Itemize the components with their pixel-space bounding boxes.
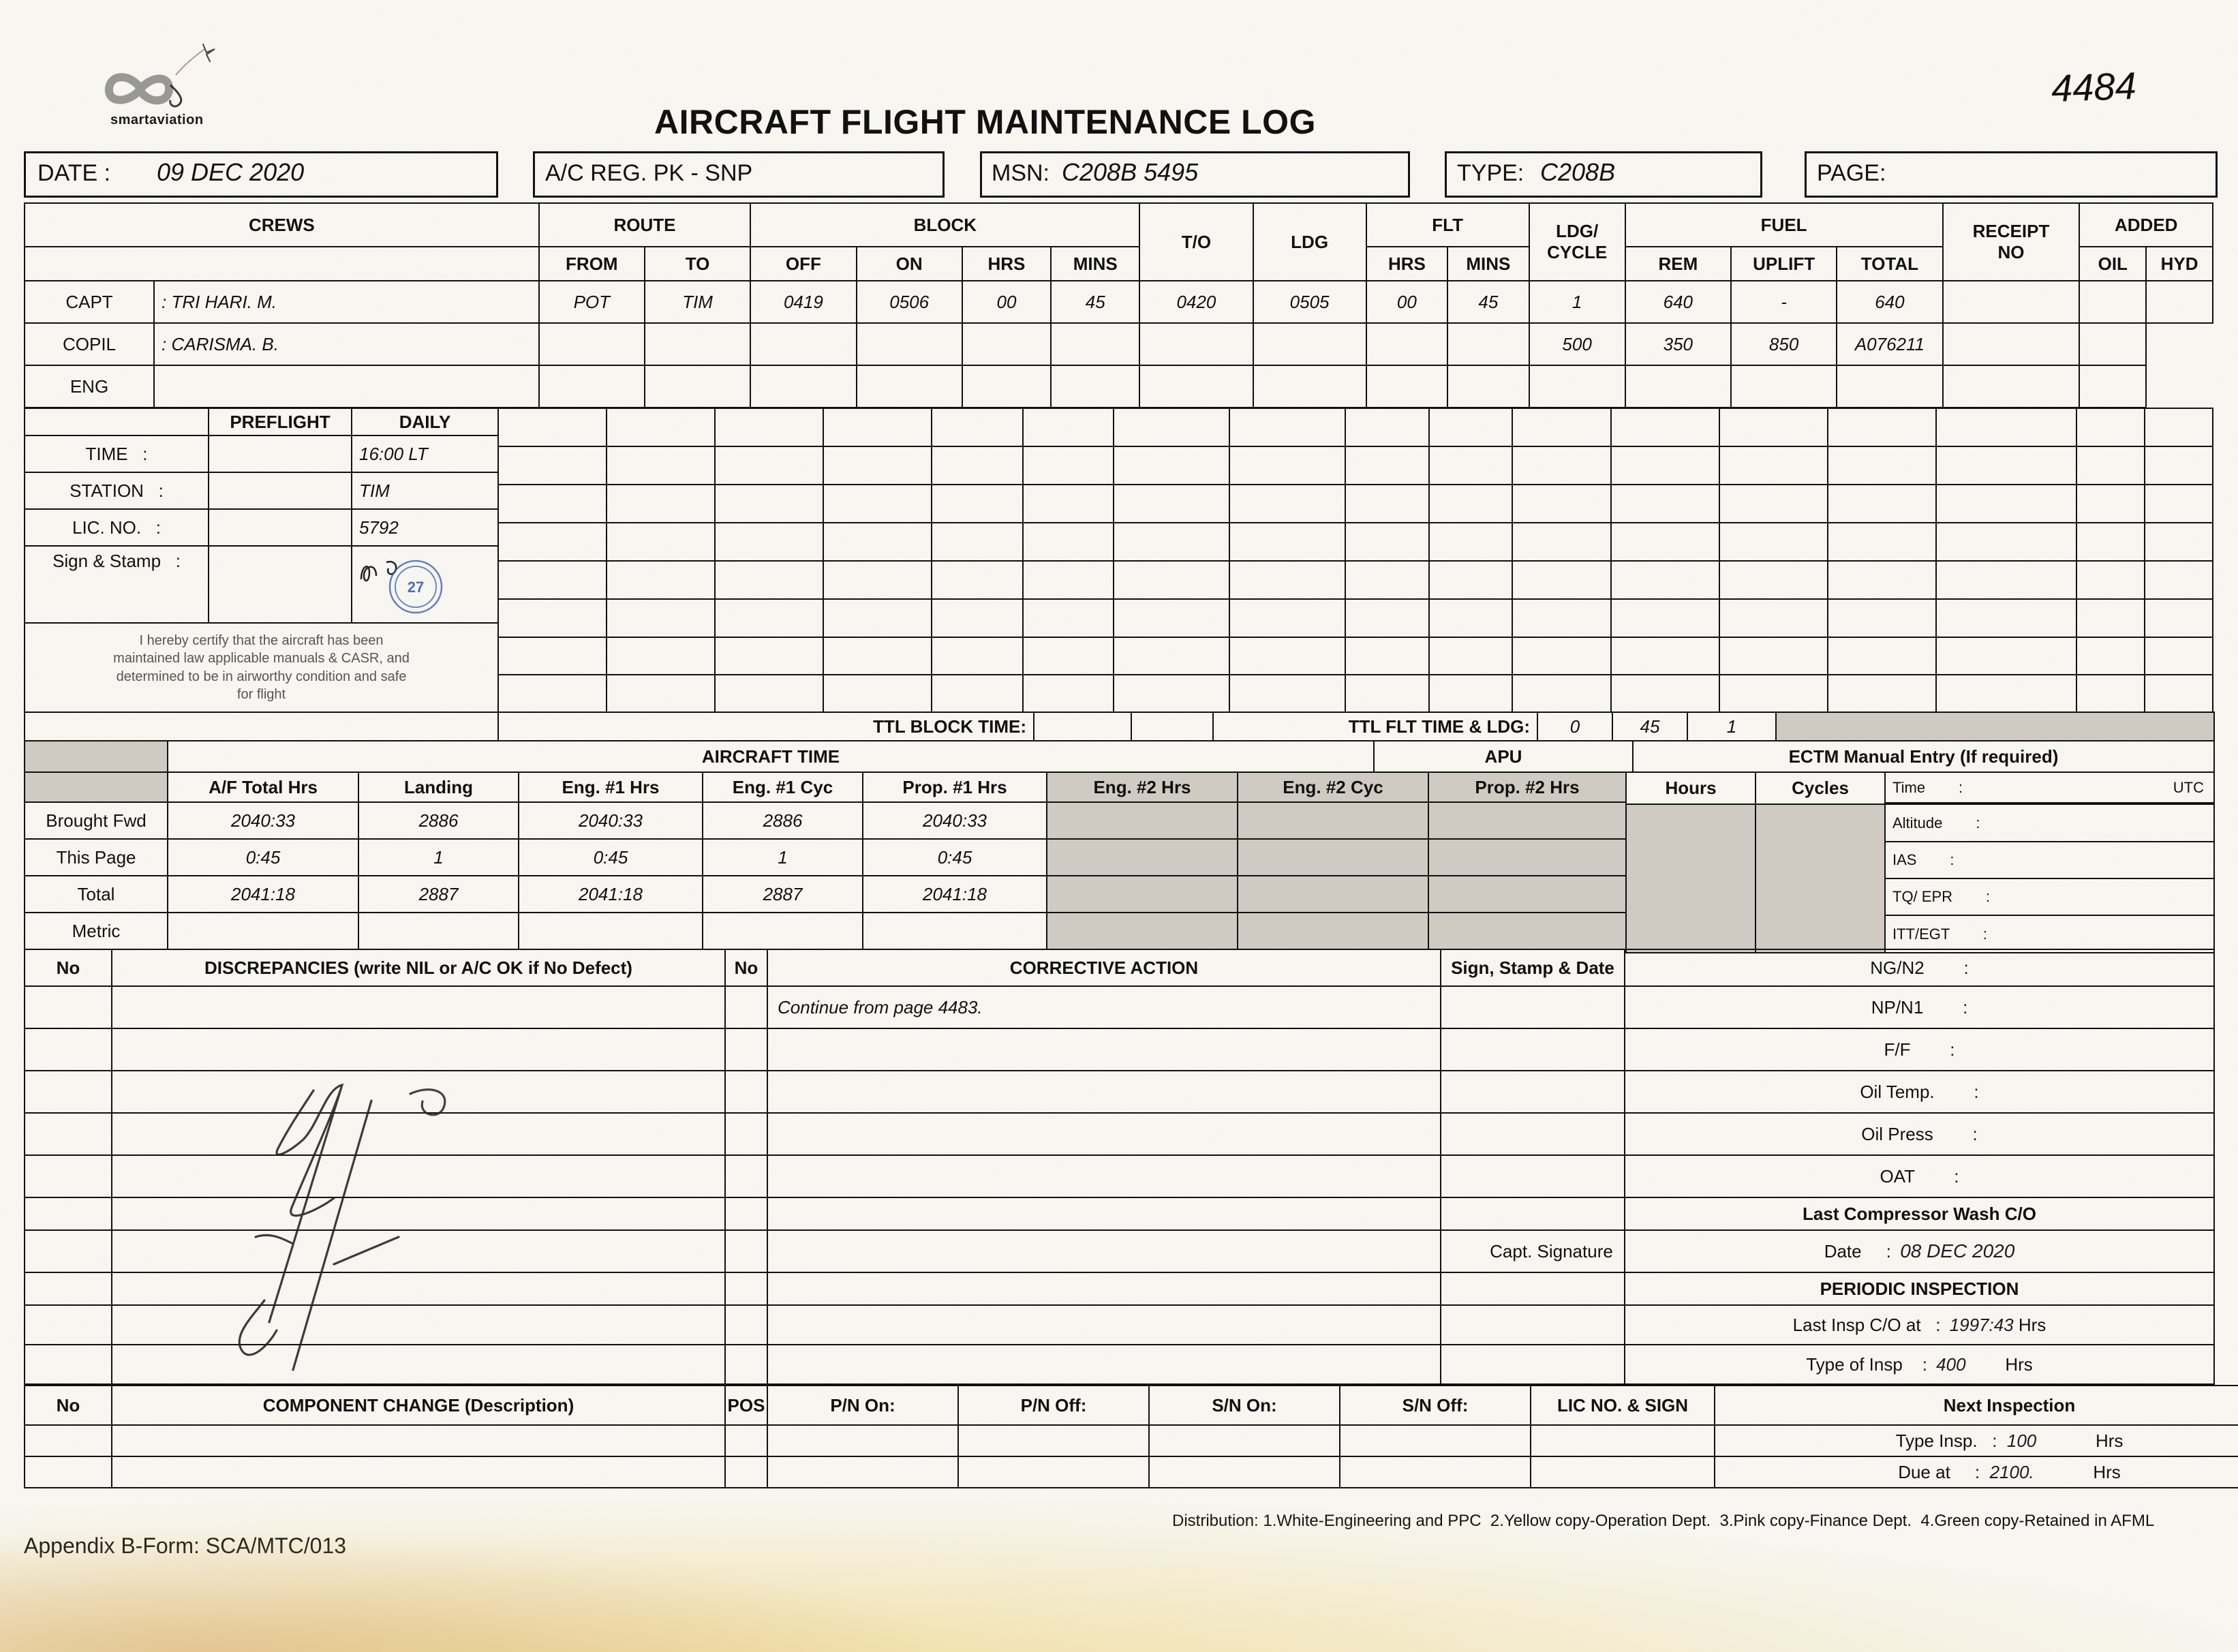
svg-text:27: 27 [408,579,424,596]
svg-text:smartaviation: smartaviation [110,112,204,127]
